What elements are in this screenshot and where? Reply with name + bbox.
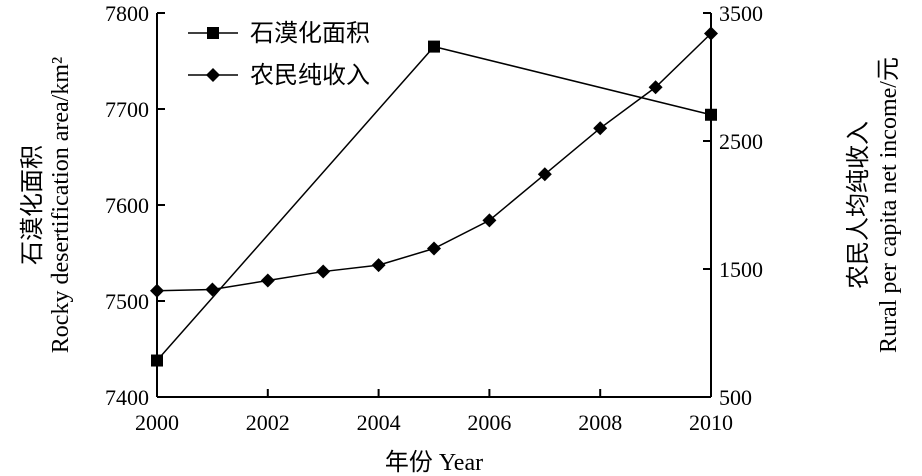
series-desertification-area — [151, 40, 717, 367]
x-tick-label: 2002 — [246, 410, 290, 435]
y-right-tick-label: 1500 — [719, 257, 763, 282]
y-right-tick-label: 500 — [719, 385, 752, 410]
ticks: 2000 2002 2004 2006 2008 2010 7400 7500 7600 7700… — [105, 1, 763, 435]
y-left-tick-label: 7400 — [105, 385, 149, 410]
x-tick-label: 2010 — [689, 410, 733, 435]
left-axis-title-cn: 石漠化面积 — [19, 145, 46, 265]
square-marker — [428, 40, 440, 53]
series-group — [150, 26, 718, 367]
legend-item: 农民纯收入 — [188, 62, 370, 89]
legend-label: 农民纯收入 — [250, 62, 370, 89]
diamond-marker — [316, 264, 331, 279]
axes — [156, 13, 712, 398]
right-axis-title-en: Rural per capita net income/元 — [876, 57, 902, 353]
y-left-tick-label: 7800 — [105, 1, 149, 26]
x-tick-label: 2008 — [578, 410, 622, 435]
series-farmer-income — [150, 26, 718, 298]
legend-diamond-marker — [206, 68, 220, 82]
diamond-marker — [205, 282, 220, 297]
legend-label: 石漠化面积 — [250, 20, 370, 47]
diamond-marker — [648, 80, 663, 95]
square-marker — [151, 354, 163, 367]
x-tick-label: 2000 — [135, 410, 179, 435]
square-marker — [705, 108, 717, 121]
diamond-marker — [704, 26, 718, 41]
diamond-marker — [260, 273, 275, 288]
legend-square-marker — [207, 27, 219, 39]
series-line — [156, 45, 712, 362]
x-tick-label: 2006 — [467, 410, 511, 435]
y-left-tick-label: 7500 — [105, 289, 149, 314]
y-left-tick-label: 7600 — [105, 193, 149, 218]
diamond-marker — [427, 241, 441, 256]
right-axis-title-cn: 农民人均纯收入 — [845, 121, 872, 289]
legend-item: 石漠化面积 — [188, 20, 370, 47]
y-right-tick-label: 3500 — [719, 1, 763, 26]
diamond-marker — [593, 121, 608, 136]
diamond-marker — [537, 167, 552, 182]
left-axis-title-en: Rocky desertification area/km² — [48, 57, 74, 353]
diamond-marker — [482, 213, 497, 228]
x-axis-title: 年份 Year — [385, 449, 483, 476]
y-left-tick-label: 7700 — [105, 97, 149, 122]
x-tick-label: 2004 — [357, 410, 401, 435]
diamond-marker — [371, 258, 386, 273]
diamond-marker — [150, 283, 164, 298]
y-right-tick-label: 2500 — [719, 129, 763, 154]
